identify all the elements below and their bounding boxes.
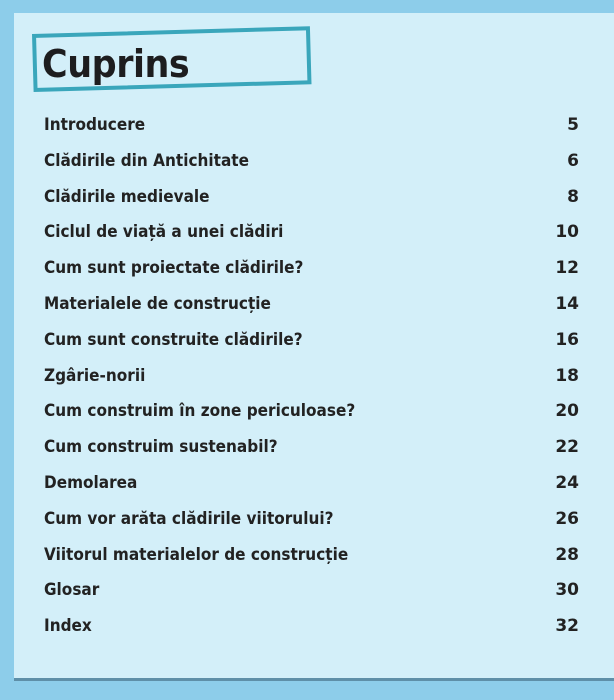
toc-entry[interactable]: Ciclul de viață a unei clădiri 10 (44, 220, 579, 256)
table-of-contents: Introducere 5 Clădirile din Antichitate 6 Cl… (44, 113, 579, 650)
toc-entry-label: Materialele de construcție (44, 293, 271, 314)
toc-entry-label: Index (44, 616, 92, 637)
toc-entry-page: 26 (555, 508, 579, 529)
toc-entry-page: 32 (555, 616, 579, 637)
toc-entry[interactable]: Cum construim sustenabil? 22 (44, 435, 579, 471)
toc-entry-page: 30 (555, 580, 579, 601)
toc-entry[interactable]: Clădirile medievale 8 (44, 185, 579, 221)
toc-entry-label: Introducere (44, 115, 146, 135)
toc-entry-page: 20 (555, 401, 579, 422)
toc-entry-page: 6 (567, 150, 579, 171)
toc-entry[interactable]: Cum sunt proiectate clădirile? 12 (44, 256, 579, 292)
toc-entry-page: 10 (555, 222, 579, 243)
toc-entry[interactable]: Glosar 30 (44, 578, 579, 614)
toc-entry-label: Cum sunt proiectate clădirile? (44, 258, 304, 279)
toc-entry[interactable]: Cum construim în zone periculoase? 20 (44, 399, 579, 435)
toc-entry[interactable]: Demolarea 24 (44, 471, 579, 507)
toc-entry-page: 12 (555, 258, 579, 279)
toc-entry-label: Demolarea (44, 472, 138, 493)
toc-entry-label: Cum construim sustenabil? (44, 437, 278, 458)
toc-entry[interactable]: Materialele de construcție 14 (44, 292, 579, 328)
page-panel (14, 13, 614, 681)
toc-entry[interactable]: Zgârie-norii 18 (44, 364, 579, 400)
toc-entry-page: 22 (555, 437, 579, 458)
toc-entry-label: Cum construim în zone periculoase? (44, 401, 356, 422)
toc-entry[interactable]: Cum sunt construite clădirile? 16 (44, 328, 579, 364)
toc-entry[interactable]: Cum vor arăta clădirile viitorului? 26 (44, 507, 579, 543)
toc-entry[interactable]: Introducere 5 (44, 113, 579, 149)
page-title: Cuprins (42, 42, 190, 86)
toc-entry[interactable]: Viitorul materialelor de construcție 28 (44, 543, 579, 579)
toc-entry-label: Zgârie-norii (44, 365, 146, 386)
toc-entry-page: 24 (555, 472, 579, 493)
toc-entry-page: 5 (567, 115, 579, 135)
toc-entry-label: Cum sunt construite clădirile? (44, 329, 303, 350)
toc-entry-page: 8 (567, 186, 579, 207)
toc-entry-label: Clădirile din Antichitate (44, 150, 249, 171)
toc-entry-page: 18 (555, 365, 579, 386)
toc-entry-page: 14 (555, 293, 579, 314)
toc-entry[interactable]: Clădirile din Antichitate 6 (44, 149, 579, 185)
toc-entry-page: 28 (555, 544, 579, 565)
toc-entry-label: Clădirile medievale (44, 186, 210, 207)
toc-entry-label: Ciclul de viață a unei clădiri (44, 222, 284, 243)
toc-entry-label: Glosar (44, 580, 100, 601)
toc-entry-label: Viitorul materialelor de construcție (44, 544, 349, 565)
toc-entry-label: Cum vor arăta clădirile viitorului? (44, 508, 334, 529)
toc-entry[interactable]: Index 32 (44, 614, 579, 650)
toc-entry-page: 16 (555, 329, 579, 350)
